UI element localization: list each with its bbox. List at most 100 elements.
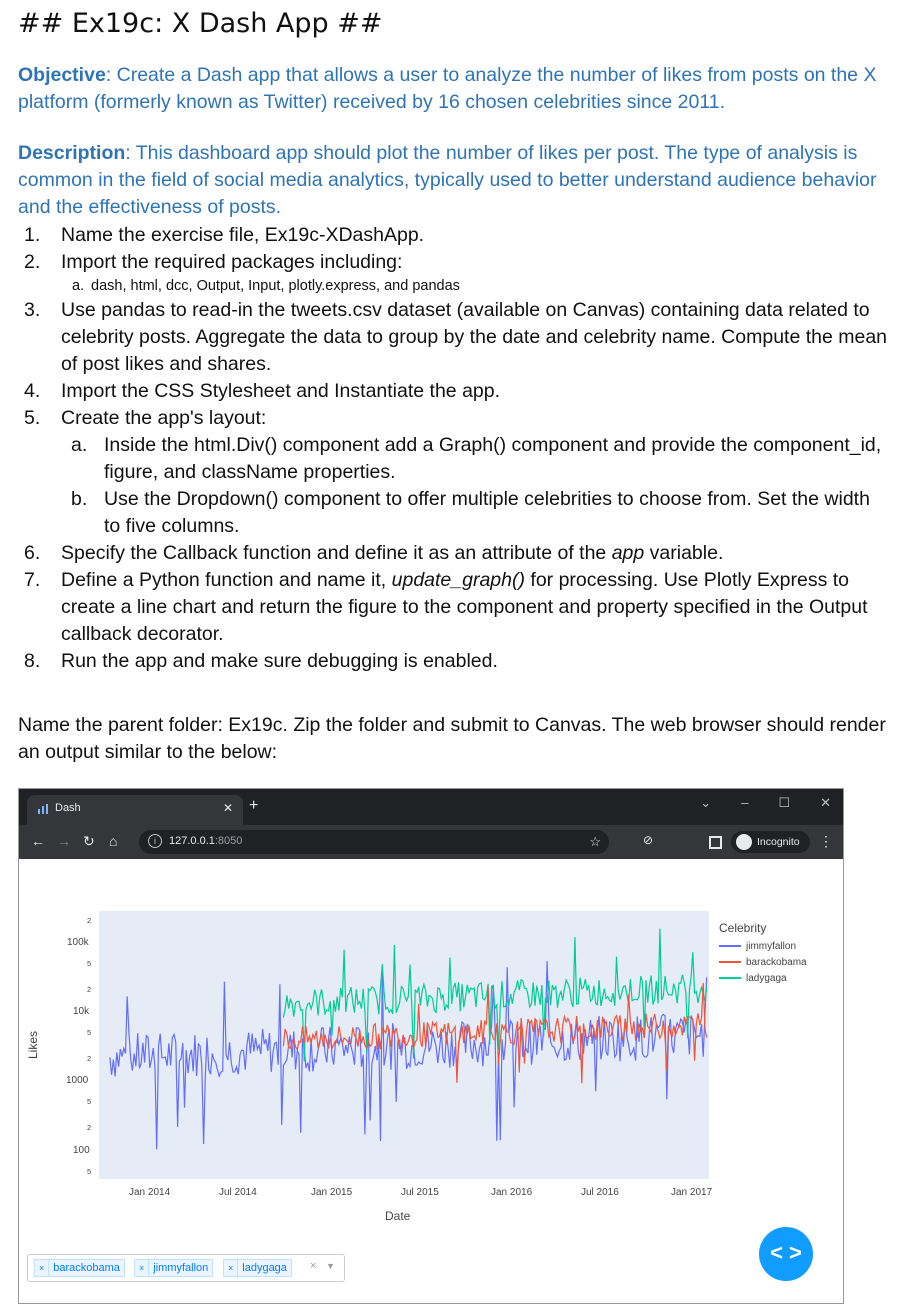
chart-legend: Celebrity jimmyfallon barackobama ladyga… xyxy=(719,921,807,986)
chip-barackobama[interactable]: × barackobama xyxy=(34,1259,125,1277)
closing-paragraph: Name the parent folder: Ex19c. Zip the f… xyxy=(18,714,886,763)
chip-jimmyfallon[interactable]: × jimmyfallon xyxy=(134,1259,214,1277)
browser-window-screenshot: Dash ✕ + ⌄ – ☐ ✕ ← → ↻ ⌂ i 127.0.0.1:805… xyxy=(18,788,844,1304)
url-text: 127.0.0.1:8050 xyxy=(169,835,243,847)
browser-tabbar: Dash ✕ + ⌄ – ☐ ✕ xyxy=(19,789,843,825)
step-text: Create the app's layout: xyxy=(61,407,267,429)
chip-remove-icon[interactable]: × xyxy=(35,1260,50,1276)
legend-item-jimmyfallon[interactable]: jimmyfallon xyxy=(719,938,807,954)
substep-letter: a. xyxy=(71,434,88,456)
legend-item-barackobama[interactable]: barackobama xyxy=(719,954,807,970)
x-axis-title: Date xyxy=(385,1209,411,1223)
tab-search-icon[interactable]: ⌄ xyxy=(700,795,712,810)
plot-area[interactable] xyxy=(99,911,709,1179)
step-emphasis: update_graph() xyxy=(391,569,525,591)
browser-tab[interactable]: Dash ✕ xyxy=(27,795,243,825)
site-info-icon[interactable]: i xyxy=(148,834,162,848)
step-2a: a. dash, html, dcc, Output, Input, plotly… xyxy=(18,276,888,297)
step-text: variable. xyxy=(644,542,724,564)
substep-letter: a. xyxy=(72,278,85,294)
extension-icon[interactable] xyxy=(709,836,722,849)
x-tick-label: Jan 2016 xyxy=(491,1187,533,1198)
step-8: 8. Run the app and make sure debugging is… xyxy=(18,648,888,675)
chevron-down-icon[interactable]: ▼ xyxy=(326,1261,335,1271)
tab-close-icon[interactable]: ✕ xyxy=(222,801,233,815)
step-number: 3. xyxy=(24,299,41,321)
y-minor-tick: 2 xyxy=(87,916,92,925)
incognito-label: Incognito xyxy=(757,836,800,848)
step-text: Import the CSS Stylesheet and Instantiat… xyxy=(61,380,501,402)
dash-favicon-icon xyxy=(38,804,48,814)
window-controls: ⌄ – ☐ ✕ xyxy=(700,795,831,811)
x-tick-label: Jul 2015 xyxy=(401,1187,439,1198)
series-line-barackobama xyxy=(282,982,708,1084)
url-input[interactable]: i 127.0.0.1:8050 ☆ xyxy=(139,830,609,854)
legend-title: Celebrity xyxy=(719,921,767,935)
chip-ladygaga[interactable]: × ladygaga xyxy=(223,1259,292,1277)
step-number: 2. xyxy=(24,251,41,273)
chip-label: ladygaga xyxy=(242,1262,287,1274)
description-text: : This dashboard app should plot the num… xyxy=(18,142,877,218)
series-line-ladygaga xyxy=(282,928,708,1062)
y-major-tick: 10k xyxy=(73,1006,90,1017)
series-line-jimmyfallon xyxy=(109,961,708,1150)
y-major-tick: 100k xyxy=(67,937,89,948)
step-5a: a. Inside the html.Div() component add a … xyxy=(18,432,888,486)
x-tick-label: Jan 2017 xyxy=(671,1187,713,1198)
step-text: Run the app and make sure debugging is e… xyxy=(61,650,498,672)
page-heading: ## Ex19c: X Dash App ## xyxy=(18,8,383,39)
browser-address-bar: ← → ↻ ⌂ i 127.0.0.1:8050 ☆ ⊘ Incognito ⋮ xyxy=(19,825,843,859)
bookmark-star-icon[interactable]: ☆ xyxy=(589,834,601,849)
home-icon[interactable]: ⌂ xyxy=(109,833,118,849)
line-chart-svg xyxy=(109,928,708,1150)
step-1: 1. Name the exercise file, Ex19c-XDashApp… xyxy=(18,222,888,249)
legend-swatch xyxy=(719,977,741,979)
step-text: Use pandas to read-in the tweets.csv dat… xyxy=(61,299,888,375)
substep-text: dash, html, dcc, Output, Input, plotly.e… xyxy=(91,278,460,294)
step-number: 7. xyxy=(24,569,41,591)
y-major-tick: 100 xyxy=(73,1145,90,1156)
y-minor-tick: 5 xyxy=(87,959,92,968)
back-icon[interactable]: ← xyxy=(31,833,45,849)
legend-item-ladygaga[interactable]: ladygaga xyxy=(719,970,807,986)
step-number: 4. xyxy=(24,380,41,402)
incognito-badge[interactable]: Incognito xyxy=(731,831,810,853)
legend-label: jimmyfallon xyxy=(746,940,797,952)
legend-swatch xyxy=(719,961,741,963)
substep-letter: b. xyxy=(71,488,88,510)
y-major-tick: 1000 xyxy=(66,1075,89,1086)
step-5b: b. Use the Dropdown() component to offer … xyxy=(18,486,888,540)
incognito-icon xyxy=(736,834,752,850)
description-label: Description xyxy=(18,142,126,164)
x-tick-label: Jul 2016 xyxy=(581,1187,619,1198)
celebrity-dropdown[interactable]: × barackobama × jimmyfallon × ladygaga × ▼ xyxy=(27,1254,345,1282)
y-minor-tick: 2 xyxy=(87,1054,92,1063)
step-6: 6. Specify the Callback function and defi… xyxy=(18,540,888,567)
legend-swatch xyxy=(719,945,741,947)
tracking-protection-icon[interactable]: ⊘ xyxy=(643,833,654,847)
legend-label: barackobama xyxy=(746,956,807,968)
step-number: 6. xyxy=(24,542,41,564)
dash-debug-button[interactable]: < > xyxy=(759,1227,813,1281)
step-2: 2. Import the required packages including… xyxy=(18,249,888,276)
new-tab-icon[interactable]: + xyxy=(249,797,259,814)
x-tick-label: Jan 2014 xyxy=(129,1187,171,1198)
minimize-icon[interactable]: – xyxy=(741,795,749,810)
chip-remove-icon[interactable]: × xyxy=(224,1260,239,1276)
objective-label: Objective xyxy=(18,64,106,86)
steps-list: 1. Name the exercise file, Ex19c-XDashApp… xyxy=(18,222,888,675)
reload-icon[interactable]: ↻ xyxy=(83,833,95,849)
clear-icon[interactable]: × xyxy=(310,1260,317,1272)
menu-dots-icon[interactable]: ⋮ xyxy=(819,833,833,849)
step-text: for processing. Use Plotly Express to cr… xyxy=(61,569,868,645)
objective-text: : Create a Dash app that allows a user t… xyxy=(18,64,877,113)
chip-label: barackobama xyxy=(53,1262,120,1274)
forward-icon[interactable]: → xyxy=(57,833,71,849)
step-emphasis: app xyxy=(611,542,645,564)
legend-label: ladygaga xyxy=(746,972,787,984)
maximize-icon[interactable]: ☐ xyxy=(778,795,791,810)
close-window-icon[interactable]: ✕ xyxy=(820,795,831,810)
substep-text: Inside the html.Div() component add a Gr… xyxy=(104,434,882,483)
x-tick-label: Jan 2015 xyxy=(311,1187,353,1198)
chip-remove-icon[interactable]: × xyxy=(135,1260,150,1276)
